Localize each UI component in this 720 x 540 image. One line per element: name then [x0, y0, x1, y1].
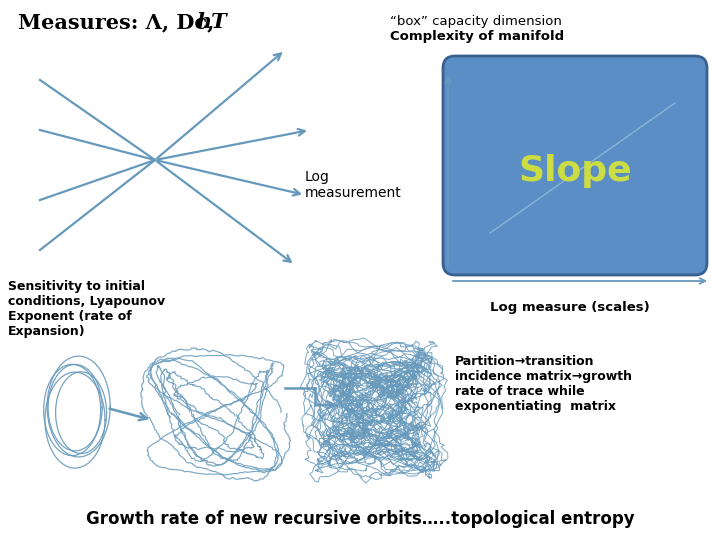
Text: “box” capacity dimension: “box” capacity dimension — [390, 15, 562, 28]
Text: Log measure (scales): Log measure (scales) — [490, 301, 649, 314]
Text: hT: hT — [196, 12, 227, 32]
Text: Measures: Λ, Dc,: Measures: Λ, Dc, — [18, 12, 222, 32]
Text: Complexity of manifold: Complexity of manifold — [390, 30, 564, 43]
Text: Partition→transition
incidence matrix→growth
rate of trace while
exponentiating : Partition→transition incidence matrix→gr… — [455, 355, 632, 413]
Text: Log
measurement: Log measurement — [305, 170, 402, 200]
Text: Slope: Slope — [518, 153, 632, 187]
Text: Sensitivity to initial
conditions, Lyapounov
Exponent (rate of
Expansion): Sensitivity to initial conditions, Lyapo… — [8, 280, 165, 338]
FancyBboxPatch shape — [443, 56, 707, 275]
Text: Growth rate of new recursive orbits…..topological entropy: Growth rate of new recursive orbits…..to… — [86, 510, 634, 528]
